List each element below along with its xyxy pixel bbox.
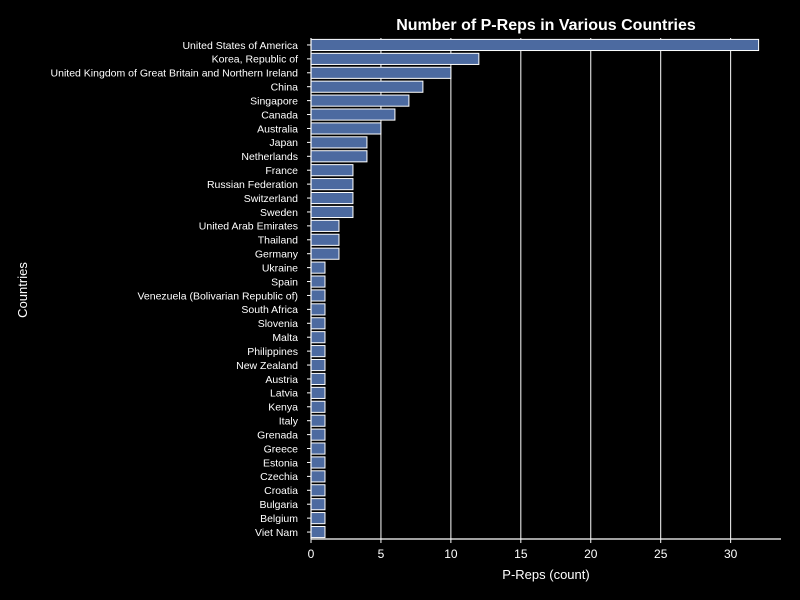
bar <box>310 484 326 497</box>
y-tick-label: Czechia <box>260 471 298 483</box>
bar <box>310 525 326 539</box>
x-tick-label: 5 <box>378 547 385 561</box>
y-tick-label: Latvia <box>270 388 298 400</box>
y-tick-labels: United States of America Korea, Republic … <box>51 40 299 539</box>
y-tick-label: Japan <box>269 137 298 149</box>
y-tick-label: Estonia <box>263 457 298 469</box>
y-tick-label: Australia <box>257 123 298 135</box>
y-tick-label: Spain <box>271 276 298 288</box>
y-tick-label: Austria <box>265 374 298 386</box>
y-tick-label: Malta <box>272 332 298 344</box>
y-tick-label: Russian Federation <box>207 179 298 191</box>
bar <box>310 136 368 149</box>
x-tick-label: 0 <box>308 547 315 561</box>
y-tick-label: Netherlands <box>241 151 298 163</box>
bar <box>310 94 410 107</box>
y-tick-label: Ukraine <box>262 262 298 274</box>
y-tick-label: Germany <box>255 249 299 261</box>
bar <box>310 275 326 288</box>
bar <box>310 331 326 344</box>
y-tick-label: United Kingdom of Great Britain and Nort… <box>51 68 299 80</box>
y-tick-label: Croatia <box>264 485 298 497</box>
bar <box>310 150 368 163</box>
y-tick-label: Greece <box>264 443 299 455</box>
bar <box>310 191 354 205</box>
x-axis-label: P-Reps (count) <box>502 567 589 582</box>
y-tick-label: Bulgaria <box>259 499 298 511</box>
bar <box>310 498 326 511</box>
bar <box>310 108 396 121</box>
y-tick-label: China <box>271 82 299 94</box>
y-tick-label: Kenya <box>268 402 298 414</box>
bar <box>310 122 382 135</box>
x-tick-label: 30 <box>724 547 738 561</box>
x-tick-labels: 0 5 10 15 20 25 30 <box>308 547 738 561</box>
bar <box>310 164 354 177</box>
bar <box>310 247 340 260</box>
y-tick-label: France <box>265 165 298 177</box>
y-tick-label: Belgium <box>260 513 298 525</box>
bar <box>310 178 354 191</box>
y-tick-label: Canada <box>261 109 298 121</box>
bar <box>310 303 326 316</box>
gridlines <box>380 38 732 539</box>
y-tick-label: Sweden <box>260 207 298 219</box>
bar <box>310 470 326 483</box>
y-tick-label: Thailand <box>258 235 298 247</box>
bar <box>310 414 326 427</box>
bar <box>310 372 326 386</box>
bar <box>310 205 354 219</box>
y-tick-label: Philippines <box>247 346 298 358</box>
x-tick-label: 15 <box>514 547 528 561</box>
bar <box>310 219 340 232</box>
x-tick-label: 20 <box>584 547 598 561</box>
y-tick-label: Singapore <box>250 95 298 107</box>
bar <box>310 317 326 330</box>
bar <box>310 38 760 52</box>
bar <box>310 358 326 372</box>
bar <box>310 442 326 455</box>
axes <box>307 38 781 543</box>
y-tick-label: New Zealand <box>236 360 298 372</box>
y-tick-label: Venezuela (Bolivarian Republic of) <box>137 290 298 302</box>
y-tick-label: Grenada <box>257 429 298 441</box>
bar <box>310 456 326 469</box>
y-axis-label: Countries <box>15 262 30 318</box>
bar <box>310 400 326 413</box>
y-tick-label: United Arab Emirates <box>199 221 298 233</box>
y-tick-label: South Africa <box>241 304 298 316</box>
x-tick-label: 25 <box>654 547 668 561</box>
y-tick-label: Slovenia <box>258 318 298 330</box>
chart-title: Number of P-Reps in Various Countries <box>396 17 696 34</box>
bar <box>310 66 452 79</box>
bar <box>310 261 326 274</box>
bar <box>310 428 326 441</box>
bar <box>310 386 326 399</box>
bar <box>310 345 326 358</box>
bar <box>310 233 340 246</box>
bar <box>310 80 424 93</box>
x-tick-label: 10 <box>444 547 458 561</box>
bar <box>310 52 480 65</box>
y-tick-label: Italy <box>279 416 299 428</box>
y-tick-label: Switzerland <box>244 193 298 205</box>
y-tick-label: Viet Nam <box>255 527 298 539</box>
y-tick-label: United States of America <box>182 40 298 52</box>
y-tick-label: Korea, Republic of <box>212 54 298 66</box>
bar <box>310 512 326 525</box>
bar <box>310 289 326 302</box>
